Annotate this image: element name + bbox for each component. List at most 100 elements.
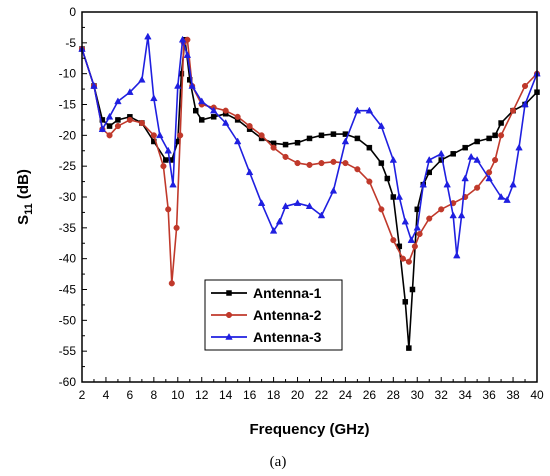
x-tick-label: 4 xyxy=(103,388,110,402)
data-point xyxy=(401,217,410,225)
data-point xyxy=(330,158,337,165)
data-point xyxy=(515,143,523,151)
y-tick-label: -5 xyxy=(65,36,76,50)
figure-caption: (a) xyxy=(270,454,287,470)
data-point xyxy=(188,81,196,89)
data-point xyxy=(377,122,386,129)
data-point xyxy=(413,223,421,231)
data-point xyxy=(257,199,266,206)
data-point xyxy=(160,163,167,170)
data-point xyxy=(521,82,529,90)
data-point xyxy=(318,132,325,139)
data-point xyxy=(366,144,373,151)
x-tick-label: 28 xyxy=(387,388,401,402)
data-point xyxy=(193,107,199,114)
series-3 xyxy=(78,32,541,259)
legend-swatch-marker xyxy=(225,332,233,340)
x-tick-label: 40 xyxy=(530,388,544,402)
data-point xyxy=(174,81,182,89)
data-point xyxy=(384,175,391,182)
x-tick-label: 8 xyxy=(150,388,157,402)
legend-entry: Antenna-2 xyxy=(211,307,322,323)
legend-label: Antenna-2 xyxy=(253,307,322,323)
data-point xyxy=(281,202,290,209)
data-point xyxy=(234,113,241,120)
data-point xyxy=(198,97,206,105)
data-point xyxy=(168,280,175,287)
data-point xyxy=(474,138,480,145)
data-point xyxy=(498,132,505,139)
x-tick-label: 10 xyxy=(171,388,185,402)
y-tick-label: -25 xyxy=(59,159,77,173)
data-point xyxy=(461,174,469,182)
plot-frame xyxy=(81,11,538,383)
data-point xyxy=(521,100,529,108)
data-point xyxy=(354,166,361,173)
axis-ticks: 2 4 6 8 10 12 14 16 18 20 22 24 26 28 30 32 34 36 38 400-5-… xyxy=(59,5,544,402)
series-2 xyxy=(78,36,541,287)
data-point xyxy=(492,156,499,164)
y-tick-label: -40 xyxy=(59,252,77,266)
x-tick-label: 6 xyxy=(127,388,134,402)
data-point xyxy=(378,206,385,213)
x-tick-label: 30 xyxy=(411,388,425,402)
data-point xyxy=(405,258,412,265)
y-tick-label: -20 xyxy=(59,128,77,142)
data-point xyxy=(126,88,134,95)
data-point xyxy=(411,243,418,250)
data-point xyxy=(330,131,337,137)
x-tick-label: 14 xyxy=(219,388,233,402)
x-tick-label: 18 xyxy=(267,388,281,402)
data-point xyxy=(98,125,107,132)
data-point xyxy=(437,149,445,157)
data-point xyxy=(294,160,301,167)
data-point xyxy=(114,123,121,130)
data-point xyxy=(105,112,114,120)
x-axis-title: Frequency (GHz) xyxy=(249,421,369,438)
data-point xyxy=(275,217,284,225)
data-point xyxy=(126,116,133,123)
data-point xyxy=(342,160,349,167)
data-point xyxy=(163,157,169,163)
data-point xyxy=(416,230,423,238)
data-point xyxy=(399,255,406,262)
data-point xyxy=(293,199,302,206)
data-point xyxy=(114,97,122,105)
legend-label: Antenna-3 xyxy=(253,329,322,345)
data-point xyxy=(509,180,517,188)
data-point xyxy=(510,107,517,114)
data-point xyxy=(462,144,468,151)
y-tick-label: -35 xyxy=(59,221,77,235)
data-point xyxy=(221,118,230,126)
y-tick-label: -50 xyxy=(59,313,77,327)
data-point xyxy=(390,237,397,244)
x-tick-label: 22 xyxy=(315,388,329,402)
data-point xyxy=(395,192,404,200)
legend-entries: Antenna-1 Antenna-2 Antenna-3 xyxy=(211,285,322,345)
data-point xyxy=(165,206,172,213)
data-point xyxy=(90,81,98,89)
x-tick-label: 24 xyxy=(339,388,353,402)
data-point xyxy=(183,51,192,58)
data-point xyxy=(450,151,456,157)
data-point xyxy=(150,132,157,139)
data-point xyxy=(144,32,152,40)
legend-entry: Antenna-3 xyxy=(211,329,322,345)
data-point xyxy=(233,137,242,145)
x-tick-label: 20 xyxy=(291,388,305,402)
data-point xyxy=(222,107,229,114)
data-point xyxy=(306,161,313,168)
data-point xyxy=(138,119,145,127)
data-point xyxy=(317,211,326,219)
data-point xyxy=(419,180,427,188)
data-point xyxy=(209,106,218,114)
data-point xyxy=(106,132,113,139)
data-point xyxy=(497,192,505,200)
data-point xyxy=(329,186,338,194)
data-point xyxy=(164,146,172,154)
data-point xyxy=(282,141,289,148)
y-tick-label: -45 xyxy=(59,283,77,297)
x-tick-label: 16 xyxy=(243,388,257,402)
data-point xyxy=(341,137,350,145)
data-point xyxy=(177,132,184,139)
